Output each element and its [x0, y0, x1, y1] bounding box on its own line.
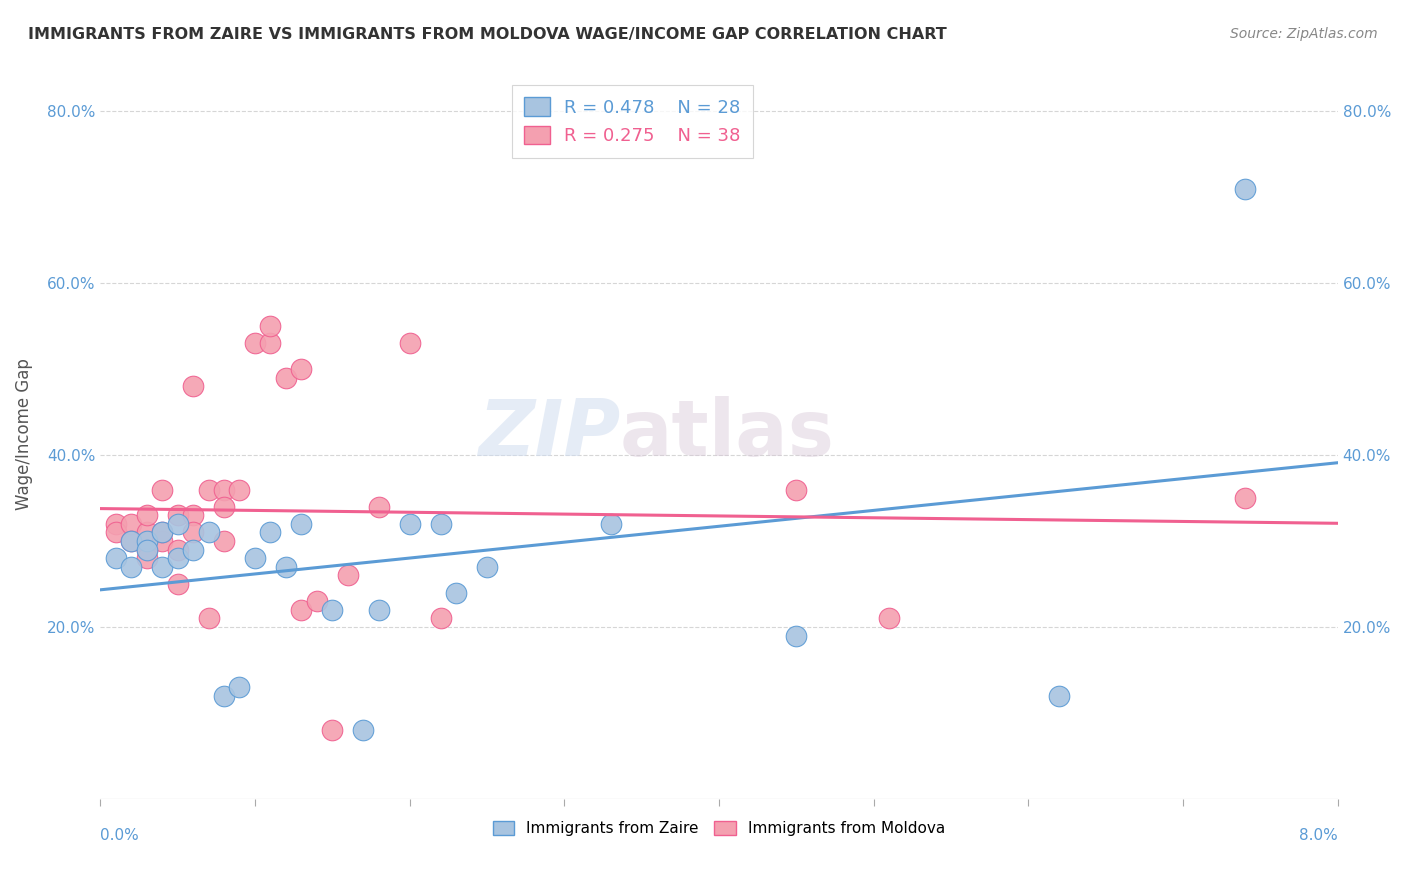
Point	[290, 362, 312, 376]
Point	[259, 319, 281, 334]
Point	[429, 516, 451, 531]
Point	[599, 516, 621, 531]
Point	[321, 603, 343, 617]
Point	[444, 585, 467, 599]
Point	[120, 516, 142, 531]
Y-axis label: Wage/Income Gap: Wage/Income Gap	[15, 358, 32, 509]
Point	[197, 483, 219, 497]
Point	[228, 483, 250, 497]
Point	[212, 689, 235, 703]
Point	[150, 525, 173, 540]
Point	[150, 483, 173, 497]
Point	[274, 559, 297, 574]
Point	[166, 577, 188, 591]
Point	[259, 336, 281, 351]
Text: 8.0%: 8.0%	[1299, 828, 1337, 843]
Point	[475, 559, 498, 574]
Text: 0.0%: 0.0%	[100, 828, 139, 843]
Text: Source: ZipAtlas.com: Source: ZipAtlas.com	[1230, 27, 1378, 41]
Point	[1047, 689, 1070, 703]
Point	[243, 551, 266, 566]
Text: IMMIGRANTS FROM ZAIRE VS IMMIGRANTS FROM MOLDOVA WAGE/INCOME GAP CORRELATION CHA: IMMIGRANTS FROM ZAIRE VS IMMIGRANTS FROM…	[28, 27, 946, 42]
Point	[181, 542, 204, 557]
Point	[135, 525, 157, 540]
Point	[243, 336, 266, 351]
Point	[367, 603, 389, 617]
Point	[120, 534, 142, 549]
Point	[104, 525, 127, 540]
Point	[1233, 182, 1256, 196]
Point	[181, 525, 204, 540]
Point	[166, 551, 188, 566]
Point	[352, 723, 374, 738]
Point	[197, 525, 219, 540]
Point	[181, 379, 204, 393]
Point	[212, 534, 235, 549]
Point	[290, 603, 312, 617]
Point	[336, 568, 359, 582]
Point	[274, 371, 297, 385]
Point	[150, 534, 173, 549]
Point	[212, 500, 235, 514]
Point	[135, 534, 157, 549]
Point	[367, 500, 389, 514]
Point	[259, 525, 281, 540]
Point	[166, 508, 188, 523]
Point	[135, 542, 157, 557]
Point	[429, 611, 451, 625]
Point	[398, 516, 420, 531]
Point	[104, 551, 127, 566]
Text: ZIP: ZIP	[478, 396, 620, 472]
Legend: Immigrants from Zaire, Immigrants from Moldova: Immigrants from Zaire, Immigrants from M…	[486, 814, 952, 842]
Point	[785, 483, 807, 497]
Point	[228, 680, 250, 694]
Point	[197, 611, 219, 625]
Point	[135, 551, 157, 566]
Point	[150, 559, 173, 574]
Point	[398, 336, 420, 351]
Point	[1233, 491, 1256, 505]
Point	[150, 525, 173, 540]
Point	[135, 542, 157, 557]
Point	[166, 542, 188, 557]
Point	[785, 629, 807, 643]
Point	[877, 611, 900, 625]
Point	[181, 508, 204, 523]
Point	[120, 534, 142, 549]
Point	[104, 516, 127, 531]
Point	[305, 594, 328, 608]
Point	[120, 559, 142, 574]
Text: atlas: atlas	[620, 396, 835, 472]
Point	[290, 516, 312, 531]
Point	[135, 508, 157, 523]
Point	[166, 516, 188, 531]
Point	[321, 723, 343, 738]
Point	[212, 483, 235, 497]
